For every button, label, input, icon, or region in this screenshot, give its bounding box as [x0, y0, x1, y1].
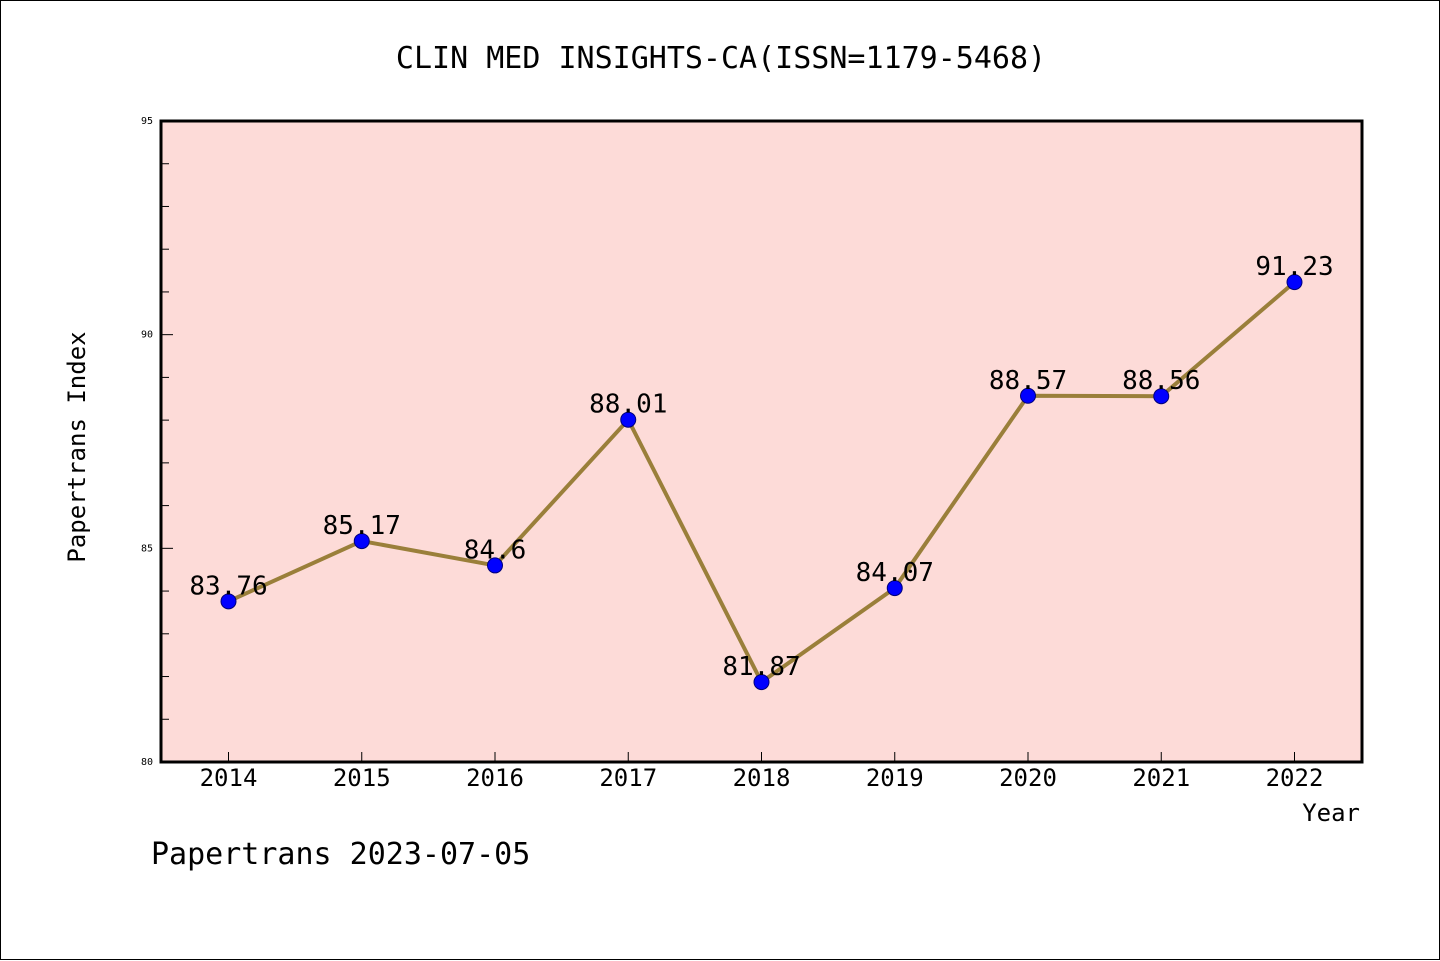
data-label: 88.56 [1122, 366, 1200, 396]
y-tick-label: 80 [141, 757, 153, 768]
data-point [487, 557, 503, 574]
x-tick-label: 2016 [466, 764, 524, 792]
data-label: 84.6 [464, 535, 527, 565]
data-point [620, 411, 637, 428]
y-tick-label: 85 [141, 543, 153, 554]
data-labels: 83.76 85.17 84.6 88.01 81.87 84.07 88.57 88.56 9… [189, 252, 1333, 682]
x-tick-label: 2014 [200, 764, 258, 792]
data-point [1286, 274, 1303, 291]
data-point [753, 674, 770, 691]
data-label: 88.57 [989, 366, 1067, 396]
x-tick-label: 2022 [1266, 764, 1324, 792]
footer-text: Papertrans 2023-07-05 [151, 837, 530, 872]
x-tick-label: 2019 [866, 764, 924, 792]
data-point [220, 593, 237, 610]
y-tick-label: 90 [141, 330, 153, 341]
data-label: 84.07 [856, 558, 934, 588]
data-markers [220, 274, 1303, 691]
chart-title: CLIN MED INSIGHTS-CA(ISSN=1179-5468) [396, 41, 1046, 76]
data-label: 85.17 [323, 511, 401, 541]
data-point [1020, 387, 1036, 404]
plot-border [159, 119, 1364, 764]
y-axis-label: Papertrans Index [63, 331, 91, 562]
x-tick-label: 2015 [333, 764, 391, 792]
data-point [886, 580, 903, 597]
x-axis-ticks: 2014 2015 2016 2017 2018 2019 2020 2021 2022 [200, 752, 1324, 792]
x-tick-label: 2021 [1132, 764, 1190, 792]
data-label: 83.76 [189, 571, 267, 601]
data-label: 81.87 [722, 652, 800, 682]
x-tick-label: 2017 [599, 764, 657, 792]
data-point [353, 533, 370, 550]
x-tick-label: 2018 [733, 764, 791, 792]
x-tick-label: 2020 [999, 764, 1057, 792]
data-label: 91.23 [1255, 252, 1333, 282]
x-axis-label: Year [1302, 799, 1360, 827]
y-tick-label: 95 [141, 116, 153, 127]
plot-area [161, 121, 1362, 762]
data-label: 88.01 [589, 390, 667, 420]
data-point [1153, 388, 1170, 405]
